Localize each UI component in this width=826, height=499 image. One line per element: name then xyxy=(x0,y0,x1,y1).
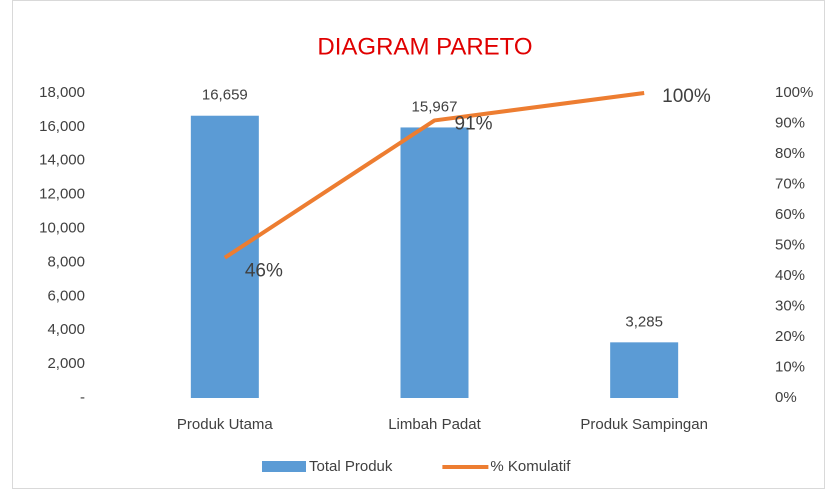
y-tick-label: 18,000 xyxy=(39,84,85,101)
y2-tick-label: 80% xyxy=(775,145,805,162)
y2-tick-label: 60% xyxy=(775,206,805,223)
bar xyxy=(400,127,469,398)
y-tick-label: - xyxy=(80,389,85,406)
y-tick-label: 10,000 xyxy=(39,220,85,237)
y2-tick-label: 30% xyxy=(775,297,805,314)
y-tick-label: 4,000 xyxy=(47,321,85,338)
y-tick-label: 8,000 xyxy=(47,253,85,270)
y-tick-label: 16,000 xyxy=(39,118,85,135)
y2-tick-label: 10% xyxy=(775,358,805,375)
bar-value-label: 16,659 xyxy=(202,87,248,104)
x-tick-label: Produk Sampingan xyxy=(580,416,708,433)
y2-tick-label: 0% xyxy=(775,389,797,406)
line-value-label: 100% xyxy=(662,86,711,107)
bar xyxy=(610,342,679,398)
y-tick-label: 14,000 xyxy=(39,152,85,169)
line-value-label: 91% xyxy=(455,113,493,134)
line-value-label: 46% xyxy=(245,261,283,282)
y2-tick-label: 40% xyxy=(775,267,805,284)
y2-tick-label: 90% xyxy=(775,114,805,131)
bar-value-label: 15,967 xyxy=(412,98,458,115)
legend-label: % Komulatif xyxy=(490,458,571,475)
x-tick-label: Limbah Padat xyxy=(388,416,481,433)
x-tick-label: Produk Utama xyxy=(177,416,274,433)
y2-tick-label: 100% xyxy=(775,84,813,101)
legend-label: Total Produk xyxy=(309,458,393,475)
y2-tick-label: 70% xyxy=(775,175,805,192)
y-tick-label: 2,000 xyxy=(47,355,85,372)
y-tick-label: 12,000 xyxy=(39,186,85,203)
bar-value-label: 3,285 xyxy=(625,313,663,330)
y2-tick-label: 50% xyxy=(775,236,805,253)
line xyxy=(223,91,645,260)
y-tick-label: 6,000 xyxy=(47,287,85,304)
chart-title: DIAGRAM PARETO xyxy=(317,33,532,60)
legend-swatch xyxy=(262,461,306,472)
y2-tick-label: 20% xyxy=(775,328,805,345)
